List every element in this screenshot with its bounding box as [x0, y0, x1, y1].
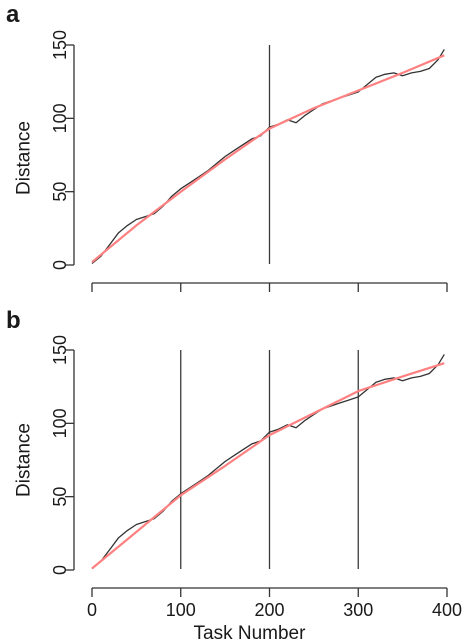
x-axis-title: Task Number [194, 623, 307, 644]
y-tick-label: 100 [50, 103, 70, 133]
x-tick-label: 100 [166, 600, 196, 620]
y-tick-label: 100 [50, 408, 70, 438]
panel-b: b 0 50 100 150 0 100 200 300 400 Distance Task Numb… [6, 307, 462, 644]
y-tick-label: 150 [50, 335, 70, 365]
observed-series-line [91, 49, 445, 265]
observed-series-line [91, 354, 445, 570]
y-tick-label: 50 [50, 487, 70, 507]
y-axis-title: Distance [14, 423, 35, 497]
panel-letter: a [6, 1, 20, 28]
y-tick-label: 0 [50, 260, 70, 270]
panel-letter: b [6, 307, 21, 334]
x-tick-label: 400 [432, 600, 462, 620]
y-tick-label: 50 [50, 182, 70, 202]
fitted-series-line [91, 362, 445, 570]
y-axis-title: Distance [14, 121, 35, 195]
panel-a: a 0 50 100 150 Distance [6, 1, 448, 292]
y-tick-label: 150 [50, 30, 70, 60]
x-tick-label: 0 [87, 600, 97, 620]
fitted-series-line [91, 54, 445, 263]
x-tick-label: 200 [254, 600, 284, 620]
x-tick-label: 300 [343, 600, 373, 620]
y-tick-label: 0 [50, 565, 70, 575]
